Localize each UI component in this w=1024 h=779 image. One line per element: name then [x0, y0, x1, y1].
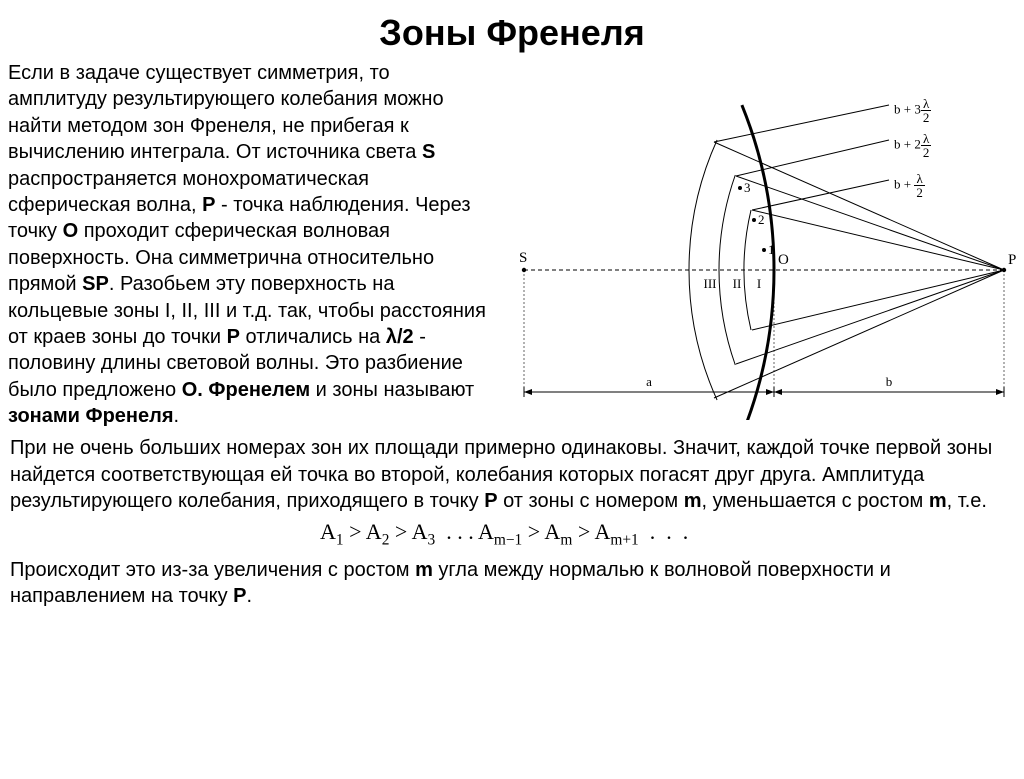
- svg-text:O: O: [778, 252, 789, 268]
- amplitude-formula: A1 > A2 > A3 . . . Am−1 > Am > Am+1 . . …: [0, 515, 1024, 553]
- svg-text:2: 2: [758, 212, 765, 227]
- svg-text:S: S: [519, 250, 527, 266]
- svg-text:1: 1: [768, 242, 775, 257]
- paragraph-3: Происходит это из-за увеличения с ростом…: [0, 553, 1024, 610]
- upper-content: Если в задаче существует симметрия, то а…: [0, 60, 1024, 429]
- paragraph-2: При не очень больших номерах зон их площ…: [0, 429, 1024, 514]
- svg-text:I: I: [757, 276, 761, 291]
- diagram-container: SOP123IIIIIIb + λ2b + 2λ2b + 3λ2ab: [494, 60, 1024, 429]
- svg-text:P: P: [1008, 252, 1016, 268]
- svg-text:II: II: [733, 276, 742, 291]
- paragraph-1: Если в задаче существует симметрия, то а…: [8, 60, 494, 429]
- svg-text:3: 3: [744, 180, 751, 195]
- fresnel-diagram: SOP123IIIIIIb + λ2b + 2λ2b + 3λ2ab: [494, 60, 1024, 420]
- svg-text:III: III: [704, 276, 717, 291]
- svg-text:b: b: [886, 374, 893, 389]
- page-title: Зоны Френеля: [0, 12, 1024, 54]
- svg-text:a: a: [646, 374, 652, 389]
